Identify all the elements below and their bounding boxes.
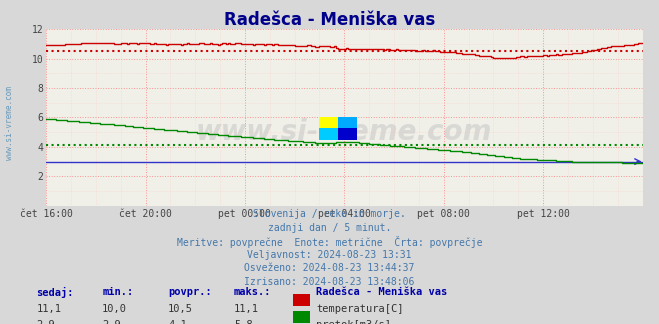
Bar xyxy=(338,118,357,129)
Text: Osveženo: 2024-08-23 13:44:37: Osveženo: 2024-08-23 13:44:37 xyxy=(244,263,415,273)
Text: 2,9: 2,9 xyxy=(36,320,55,324)
Text: 10,5: 10,5 xyxy=(168,304,193,314)
Bar xyxy=(320,118,338,129)
Text: min.:: min.: xyxy=(102,287,133,297)
Text: Slovenija / reke in morje.: Slovenija / reke in morje. xyxy=(253,209,406,219)
Text: temperatura[C]: temperatura[C] xyxy=(316,304,404,314)
Text: 2,9: 2,9 xyxy=(102,320,121,324)
Text: maks.:: maks.: xyxy=(234,287,272,297)
Text: pretok[m3/s]: pretok[m3/s] xyxy=(316,320,391,324)
Text: www.si-vreme.com: www.si-vreme.com xyxy=(5,86,14,160)
Text: www.si-vreme.com: www.si-vreme.com xyxy=(196,118,492,145)
Bar xyxy=(338,129,357,140)
Text: Meritve: povprečne  Enote: metrične  Črta: povprečje: Meritve: povprečne Enote: metrične Črta:… xyxy=(177,236,482,248)
Text: 11,1: 11,1 xyxy=(234,304,259,314)
Text: Radešca - Meniška vas: Radešca - Meniška vas xyxy=(316,287,447,297)
Text: Izrisano: 2024-08-23 13:48:06: Izrisano: 2024-08-23 13:48:06 xyxy=(244,277,415,287)
Text: 11,1: 11,1 xyxy=(36,304,61,314)
Text: zadnji dan / 5 minut.: zadnji dan / 5 minut. xyxy=(268,223,391,233)
Bar xyxy=(320,129,338,140)
Text: 10,0: 10,0 xyxy=(102,304,127,314)
Text: Radešca - Meniška vas: Radešca - Meniška vas xyxy=(224,11,435,29)
Text: 4,1: 4,1 xyxy=(168,320,186,324)
Text: Veljavnost: 2024-08-23 13:31: Veljavnost: 2024-08-23 13:31 xyxy=(247,250,412,260)
Text: 5,8: 5,8 xyxy=(234,320,252,324)
Text: povpr.:: povpr.: xyxy=(168,287,212,297)
Text: sedaj:: sedaj: xyxy=(36,287,74,298)
